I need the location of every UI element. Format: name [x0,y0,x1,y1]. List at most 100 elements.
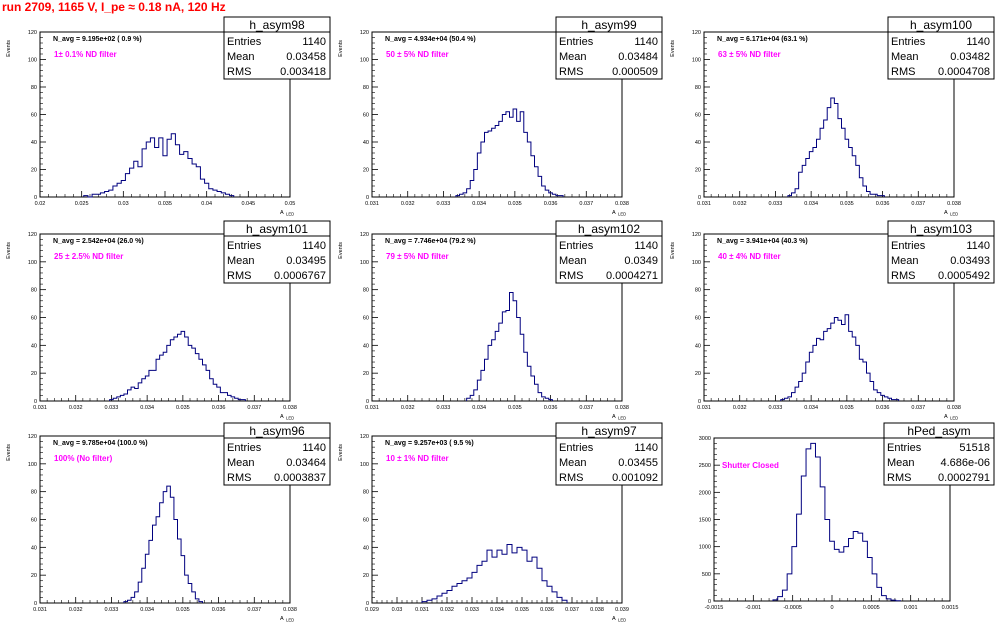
histogram-bin [809,352,813,401]
histogram-bin [512,553,517,603]
x-tick-label: 0.031 [697,201,711,207]
histogram-bin [427,600,432,603]
histogram-bin [238,400,242,401]
filter-label: 10 ± 1% ND filter [386,454,449,463]
y-tick-label: 40 [31,343,37,349]
stats-key: RMS [887,472,911,484]
navg-label: N_avg = 7.746e+04 (79.2 %) [385,238,476,245]
y-tick-label: 20 [695,168,701,174]
y-tick-label: 60 [31,316,37,322]
y-tick-label: 100 [28,58,37,64]
histogram-bin [517,121,521,197]
histogram-bin [562,600,567,603]
histogram-bin [809,152,813,197]
x-axis-label: A [280,210,284,216]
histogram-bin [109,190,113,197]
histogram-bin [891,600,896,601]
histogram-bin [432,599,437,603]
histogram-bin [535,167,539,197]
histogram-bin [888,398,892,401]
histogram-bin [159,138,163,197]
stats-key: Entries [891,36,926,48]
y-tick-label: 2500 [699,463,711,469]
navg-label: N_avg = 4.934e+04 (50.4 %) [385,36,476,43]
histogram-bin [499,121,503,197]
y-tick-label: 2000 [699,490,711,496]
x-tick-label: 0.031 [415,607,429,613]
y-tick-label: 40 [695,140,701,146]
y-tick-label: 0 [366,601,369,607]
stats-key: RMS [891,270,915,282]
histogram-bin [556,196,560,197]
histogram-bin [801,476,806,601]
histogram-bin [195,354,199,401]
histogram-bin [213,190,217,197]
histogram-bin [134,161,138,197]
navg-label: N_avg = 6.171e+04 (63.1 %) [717,36,808,43]
y-tick-label: 0 [34,399,37,405]
x-tick-label: 0.038 [615,405,629,411]
histogram-bin [527,366,531,401]
stats-key: RMS [227,270,251,282]
histogram-bin [217,192,221,198]
histogram-bin [858,533,863,601]
stats-key: Mean [887,457,915,469]
plot-pad-h_asym101: 0 20 40 60 80 100 120 0.031 0.032 0.033 0.034 0.035… [6,220,331,421]
histogram-bin [542,186,546,197]
y-tick-label: 60 [363,113,369,119]
stats-key: RMS [559,472,583,484]
y-axis-label: Events [6,40,12,57]
histogram-bin [802,165,806,197]
stats-box [555,422,663,486]
histogram-name: h_asym97 [581,424,637,438]
histogram-bin [549,193,553,197]
stats-box [223,220,331,284]
plot-pad-h_asym103: 0 20 40 60 80 100 120 0.031 0.032 0.033 0.034 0.035… [670,220,995,421]
x-tick-label: 0.025 [75,201,89,207]
stats-key: Mean [227,51,255,63]
histogram-bin [506,112,510,197]
x-tick-label: 0.037 [247,405,261,411]
histogram-bin [788,196,792,197]
x-tick-label: 0.033 [769,405,783,411]
histogram-bin [481,370,485,401]
stats-value: 1140 [966,36,990,48]
histogram-bin [160,355,164,401]
stats-value: 0.03484 [618,51,658,63]
histogram-bin [892,400,896,401]
stats-key: Mean [227,255,255,267]
x-tick-label: 0.031 [365,405,379,411]
stats-key: RMS [559,66,583,78]
x-axis-label-sub: LED [286,212,294,217]
histogram-line [455,108,564,197]
histogram-bin [844,547,849,601]
histogram-line [780,314,900,401]
histogram-bin [181,556,185,603]
x-tick-label: 0.035 [840,405,854,411]
histogram-name: hPed_asym [907,424,970,438]
plot-pad-hPed_asym: 0 500 1000 1500 2000 2500 3000 -0.0015 -0.001 -0.… [699,422,995,611]
histogram-bin [477,380,481,401]
histogram-bin [863,541,868,601]
histogram-line [787,97,885,197]
histogram-bin [537,568,542,603]
y-tick-label: 0 [698,399,701,405]
y-tick-label: 0 [34,601,37,607]
stats-value: 1140 [302,240,326,252]
x-tick-label: 0.033 [769,201,783,207]
histogram-bin [462,581,467,603]
histogram-bin [538,393,542,401]
x-tick-label: 0.034 [472,201,486,207]
histogram-bin [167,345,171,401]
histogram-bin [782,590,787,601]
histogram-bin [513,301,517,401]
histogram-bin [560,196,564,197]
histogram-bin [178,539,182,603]
histogram-name: h_asym101 [246,222,308,236]
histogram-bin [477,153,481,197]
stats-value: 51518 [959,442,990,454]
x-tick-label: 0.037 [911,201,925,207]
stats-key: Entries [559,240,594,252]
histogram-bin [549,400,553,401]
histogram-bin [138,582,142,603]
